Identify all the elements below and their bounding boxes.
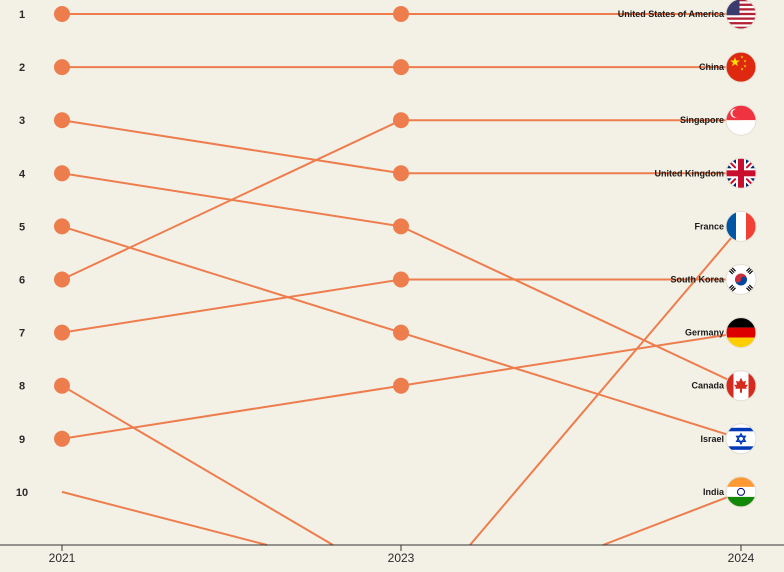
label-india: India xyxy=(703,487,725,497)
dot-south-korea-2021 xyxy=(54,324,70,341)
label-israel: Israel xyxy=(700,434,724,444)
line-unnamed-10-exiting xyxy=(61,384,334,546)
uk-flag-icon xyxy=(725,157,757,189)
singapore-flag-icon xyxy=(725,104,757,136)
year-label-2024: 2024 xyxy=(728,551,755,565)
line-unnamed-11-exiting xyxy=(61,490,268,546)
line-canada-2021-2023 xyxy=(61,172,402,228)
label-canada: Canada xyxy=(691,381,725,391)
line-canada-2023-2024 xyxy=(400,225,742,387)
germany-flag-icon xyxy=(725,317,757,349)
dot-canada-2023 xyxy=(393,218,409,235)
line-israel-2021-2023 xyxy=(61,225,402,334)
label-china: China xyxy=(699,62,725,72)
dot-china-2023 xyxy=(393,59,409,76)
rank-label-3: 3 xyxy=(19,115,25,127)
china-flag-icon xyxy=(725,51,757,83)
dot-israel-2023 xyxy=(393,324,409,341)
line-india-entering xyxy=(602,490,742,546)
country-labels: United States of America China Singapore Un… xyxy=(618,9,725,497)
label-france: France xyxy=(694,221,724,231)
israel-flag-icon xyxy=(725,423,757,455)
dot-unnamed-10-2021 xyxy=(54,377,70,394)
rank-dots xyxy=(54,6,409,447)
dot-singapore-2023 xyxy=(393,112,409,129)
rank-label-8: 8 xyxy=(19,381,25,393)
line-germany-2023-2024 xyxy=(400,331,742,387)
south-korea-flag-icon xyxy=(725,264,757,295)
label-united-kingdom: United Kingdom xyxy=(655,168,725,178)
year-label-2023: 2023 xyxy=(388,551,415,565)
dot-united-states-of-america-2023 xyxy=(393,6,409,22)
rank-label-1: 1 xyxy=(19,9,25,21)
rank-label-4: 4 xyxy=(19,168,26,180)
axes: 1 2 3 4 5 6 7 8 9 10 2021 2023 2024 xyxy=(0,9,784,565)
france-flag-icon xyxy=(725,210,757,242)
rank-label-10: 10 xyxy=(16,487,28,499)
label-germany: Germany xyxy=(685,328,724,338)
dot-singapore-2021 xyxy=(54,271,70,288)
dot-united-kingdom-2023 xyxy=(393,165,409,182)
flags xyxy=(725,0,757,508)
rank-label-6: 6 xyxy=(19,275,25,287)
label-south-korea: South Korea xyxy=(670,275,724,285)
line-germany-2021-2023 xyxy=(61,384,402,440)
dot-germany-2023 xyxy=(393,377,409,394)
rank-label-7: 7 xyxy=(19,328,25,340)
india-flag-icon xyxy=(725,476,757,508)
dot-israel-2021 xyxy=(54,218,70,235)
dot-south-korea-2023 xyxy=(393,271,409,288)
label-united-states-of-america: United States of America xyxy=(618,9,725,19)
label-singapore: Singapore xyxy=(680,115,724,125)
dot-canada-2021 xyxy=(54,165,70,182)
line-united-kingdom-2021-2023 xyxy=(61,119,402,175)
year-label-2021: 2021 xyxy=(49,551,76,565)
rank-label-5: 5 xyxy=(19,221,25,233)
dot-united-states-of-america-2021 xyxy=(54,6,70,22)
line-south-korea-2021-2023 xyxy=(61,278,402,334)
rank-label-9: 9 xyxy=(19,434,25,446)
dot-united-kingdom-2021 xyxy=(54,112,70,129)
dot-germany-2021 xyxy=(54,430,70,447)
series-lines xyxy=(61,13,742,546)
line-israel-2023-2024 xyxy=(400,331,742,440)
canada-flag-icon xyxy=(725,370,757,402)
us-flag-icon xyxy=(725,0,757,30)
dot-china-2021 xyxy=(54,59,70,76)
rank-label-2: 2 xyxy=(19,62,25,74)
